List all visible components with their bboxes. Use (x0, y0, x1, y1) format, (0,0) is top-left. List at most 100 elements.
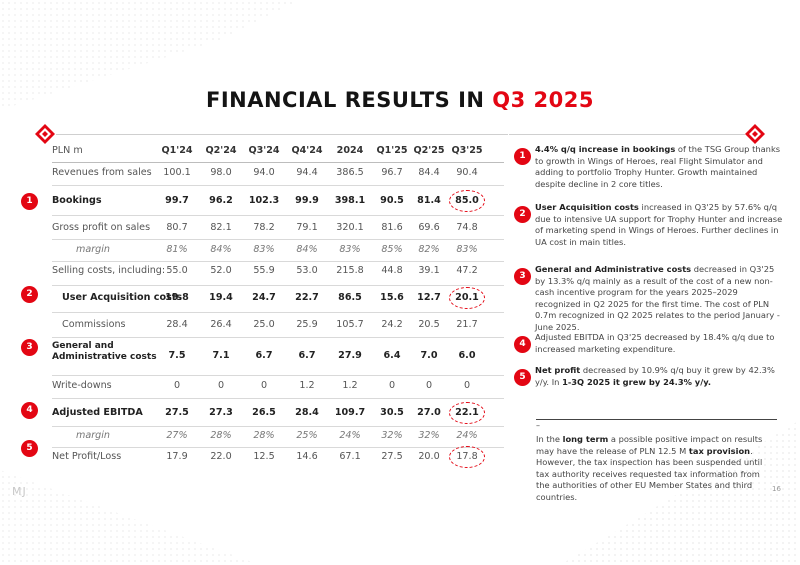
row-label: Gross profit on sales (52, 222, 151, 233)
badge-1: 1 (21, 193, 38, 210)
divider-line-right (509, 134, 745, 135)
note-badge: 2 (514, 206, 531, 223)
highlight-circle-ua (449, 287, 485, 309)
table-cell: 32% (418, 430, 440, 441)
page-title: FINANCIAL RESULTS IN Q3 2025 (0, 88, 800, 112)
title-highlight: Q3 2025 (492, 88, 595, 112)
table-cell: 398.1 (334, 195, 366, 206)
note-badge: 3 (514, 268, 531, 285)
table-cell: 17.9 (166, 451, 188, 462)
table-cell: 30.5 (380, 407, 404, 418)
highlight-circle-ebitda (449, 402, 485, 424)
table-cell: 27.0 (417, 407, 441, 418)
row-label: Selling costs, including: (52, 265, 166, 276)
diamond-ornament-left-icon (35, 124, 55, 144)
note-text: User Acquisition costs increased in Q3'2… (535, 202, 783, 247)
table-cell: 27% (166, 430, 188, 441)
table-cell: 24% (456, 430, 478, 441)
table-cell: 6.0 (458, 350, 476, 361)
table-cell: 28.4 (166, 319, 188, 330)
table-cell: 1.2 (299, 380, 315, 391)
table-cell: 21.7 (456, 319, 478, 330)
table-cell: 96.2 (209, 195, 233, 206)
table-cell: 105.7 (336, 319, 364, 330)
table-header-cell: Q2'24 (205, 145, 237, 156)
table-cell: 80.7 (166, 222, 188, 233)
table-row-commissions: Commissions 28.4 26.4 25.0 25.9 105.7 24… (12, 314, 504, 336)
table-cell: 26.4 (210, 319, 232, 330)
table-cell: 84% (296, 244, 318, 255)
table-cell: 55.9 (253, 265, 275, 276)
table-row-ga-costs: 7.5 7.1 6.7 6.7 27.9 6.4 7.0 6.0 (12, 345, 504, 367)
table-row-bookings: Bookings 99.7 96.2 102.3 99.9 398.1 90.5… (12, 190, 504, 212)
table-cell: 24.7 (252, 292, 276, 303)
table-row-write-downs: Write-downs 0 0 0 1.2 1.2 0 0 0 (12, 375, 504, 397)
table-cell: 44.8 (381, 265, 403, 276)
highlight-circle-bookings (449, 190, 485, 212)
dash-mark: – (536, 421, 540, 430)
table-cell: 22.0 (210, 451, 232, 462)
row-label: margin (76, 430, 111, 441)
table-cell: 84.4 (418, 167, 440, 178)
table-cell: 25.0 (253, 319, 275, 330)
table-cell: 78.2 (253, 222, 275, 233)
longterm-note: In the long term a possible positive imp… (536, 434, 763, 502)
table-row-revenues: Revenues from sales 100.1 98.0 94.0 94.4… (12, 162, 504, 184)
table-cell: 0 (388, 380, 396, 391)
ga-row-label: General and Administrative costs (52, 341, 157, 362)
badge-2: 2 (21, 286, 38, 303)
table-cell: 0 (463, 380, 471, 391)
table-row-gross-profit: Gross profit on sales 80.7 82.1 78.2 79.… (12, 217, 504, 239)
table-cell: 0 (173, 380, 181, 391)
table-cell: 15.6 (380, 292, 404, 303)
longterm-divider (536, 419, 777, 420)
table-header-cell: Q2'25 (413, 145, 445, 156)
table-cell: 24.2 (381, 319, 403, 330)
table-cell: 19.4 (209, 292, 233, 303)
table-cell: 39.1 (418, 265, 440, 276)
table-cell: 86.5 (338, 292, 362, 303)
note-badge: 1 (514, 148, 531, 165)
table-cell: 94.0 (253, 167, 275, 178)
table-cell: 79.1 (296, 222, 318, 233)
badge-5: 5 (21, 440, 38, 457)
table-header-cell: 2024 (336, 145, 364, 156)
table-cell: 84% (210, 244, 232, 255)
table-cell: 20.5 (418, 319, 440, 330)
row-label: Adjusted EBITDA (52, 407, 143, 418)
row-label: Commissions (62, 319, 126, 330)
table-cell: 386.5 (336, 167, 364, 178)
diamond-ornament-right-icon (745, 124, 765, 144)
table-cell: 12.5 (253, 451, 275, 462)
table-cell: 7.5 (168, 350, 186, 361)
table-cell: 96.7 (381, 167, 403, 178)
note-badge: 4 (514, 336, 531, 353)
row-label: Bookings (52, 195, 102, 206)
table-cell: 0 (217, 380, 225, 391)
table-cell: 215.8 (336, 265, 364, 276)
table-cell: 22.7 (295, 292, 319, 303)
table-cell: 6.4 (383, 350, 401, 361)
table-cell: 28.4 (295, 407, 319, 418)
table-cell: 90.4 (456, 167, 478, 178)
company-logo: MJ (12, 485, 27, 498)
table-cell: 81.4 (417, 195, 441, 206)
table-cell: 14.6 (296, 451, 318, 462)
table-cell: 98.0 (210, 167, 232, 178)
table-cell: 25.9 (296, 319, 318, 330)
table-row-net-profit: Net Profit/Loss 17.9 22.0 12.5 14.6 67.1… (12, 446, 504, 468)
row-label: Revenues from sales (52, 167, 152, 178)
table-unit-label: PLN m (52, 145, 83, 156)
table-cell: 6.7 (298, 350, 316, 361)
row-label: margin (76, 244, 111, 255)
page-number: 16 (772, 485, 781, 493)
row-label: Net Profit/Loss (52, 451, 122, 462)
table-cell: 99.7 (165, 195, 189, 206)
table-cell: 100.1 (163, 167, 191, 178)
table-header-cell: Q1'25 (376, 145, 408, 156)
table-cell: 90.5 (380, 195, 404, 206)
table-row-ebitda-margin: margin 27% 28% 28% 25% 24% 32% 32% 24% (12, 425, 504, 447)
table-cell: 81.6 (381, 222, 403, 233)
table-cell: 28% (253, 430, 275, 441)
table-cell: 53.0 (296, 265, 318, 276)
